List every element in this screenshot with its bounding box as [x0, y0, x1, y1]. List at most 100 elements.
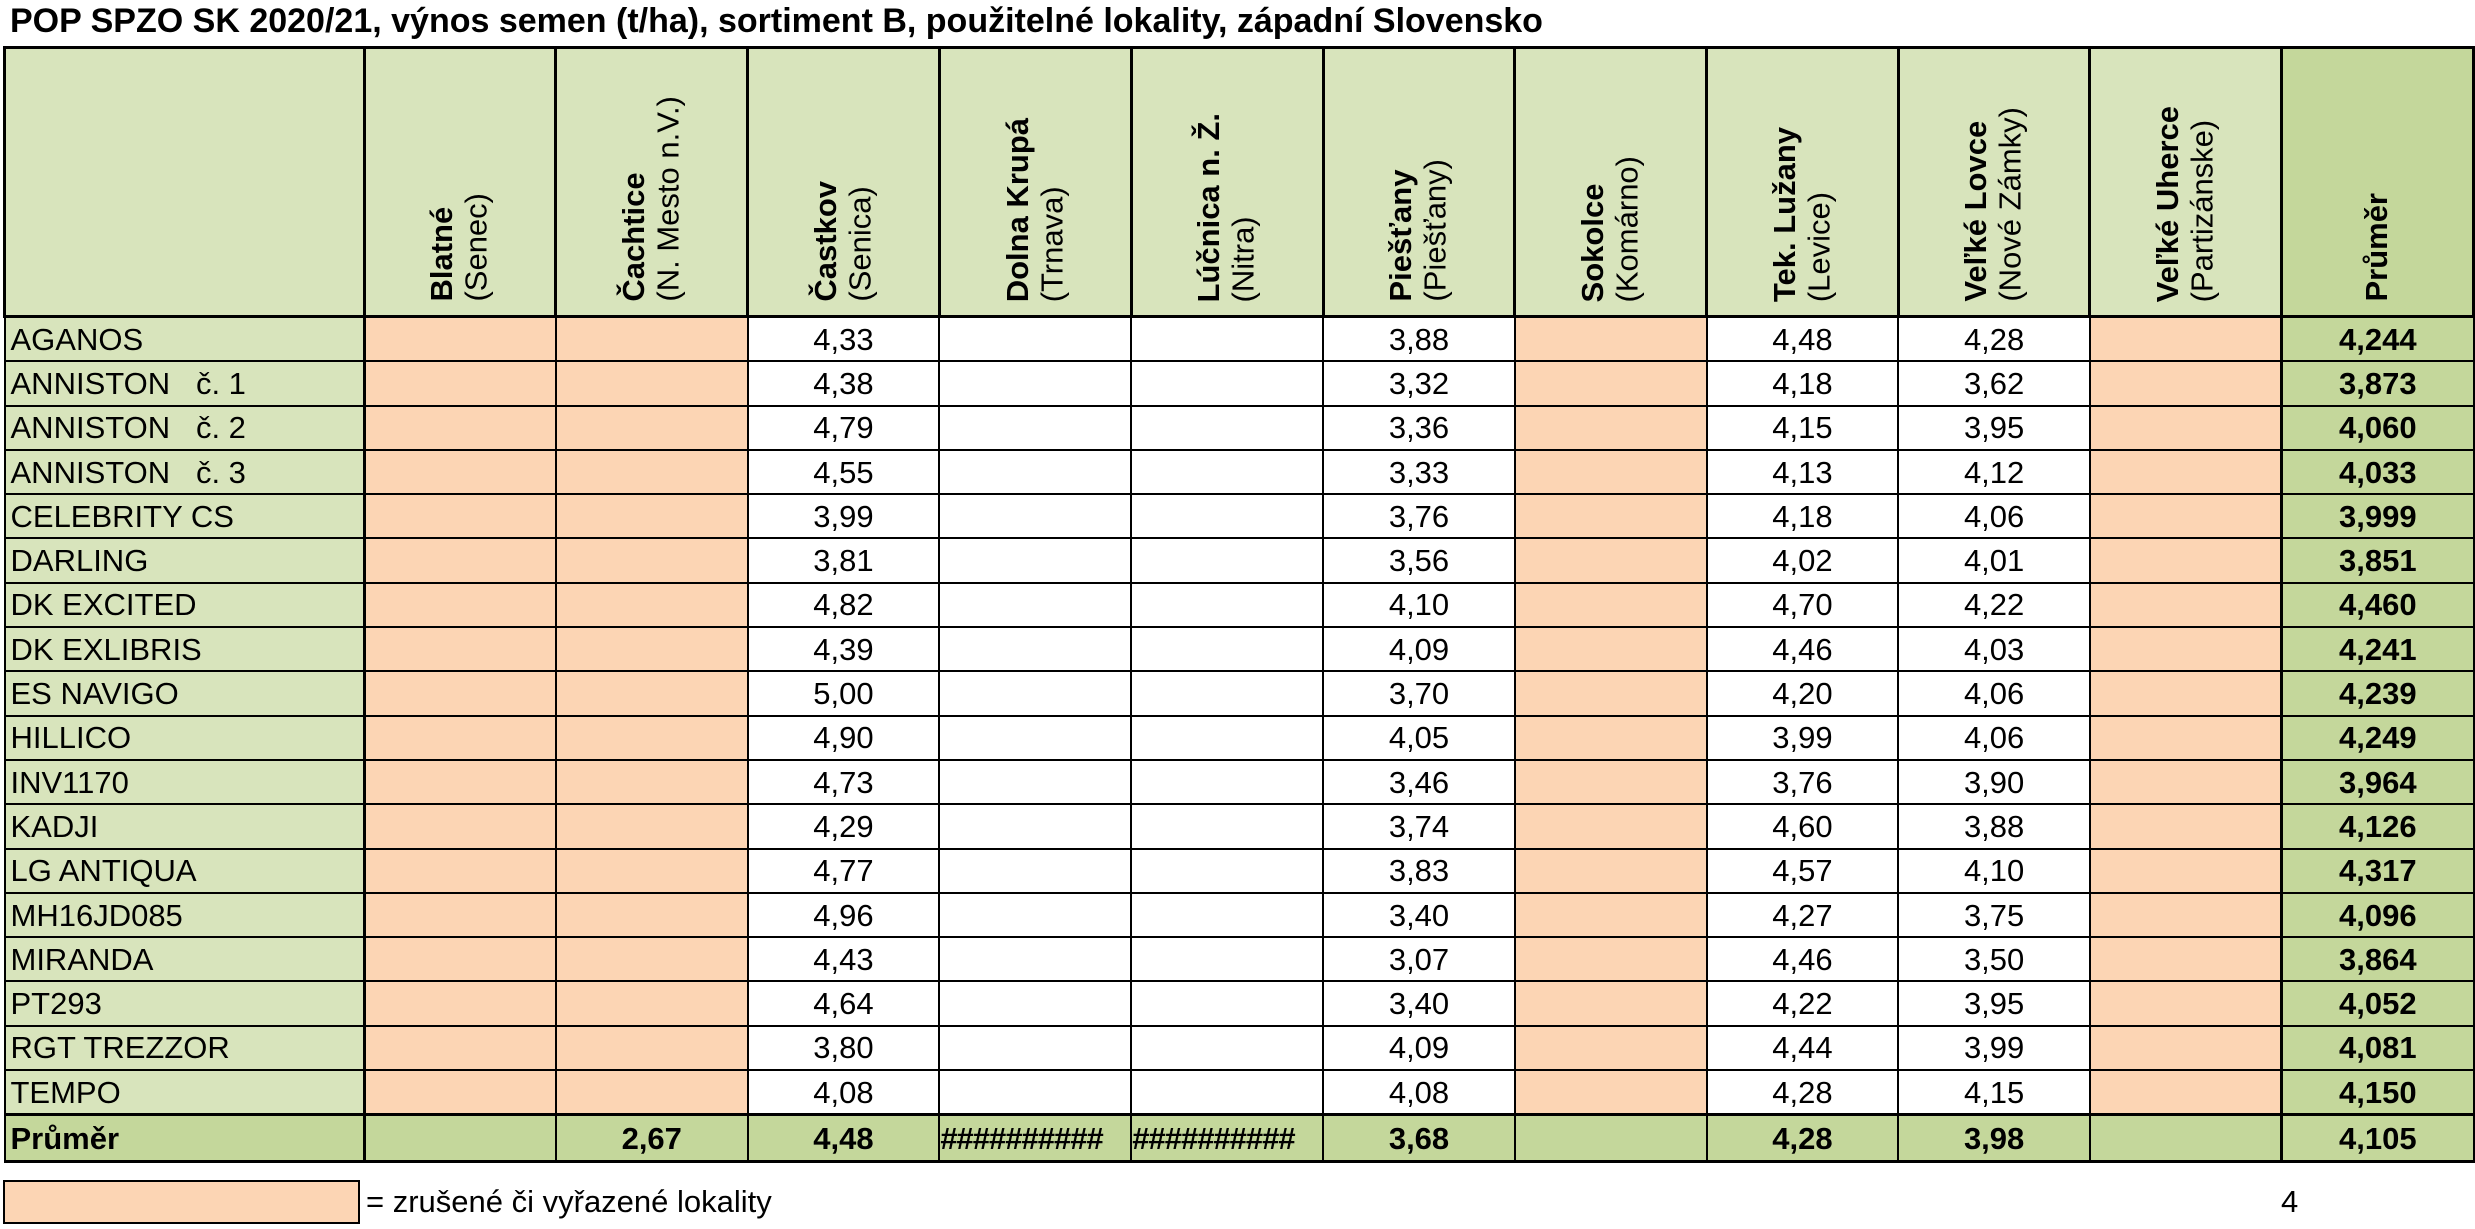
yield-cell: 3,95 [1897, 980, 2091, 1027]
variety-name: AGANOS [3, 315, 366, 363]
yield-cell [938, 537, 1133, 584]
column-header: Tek. Lužany (Levice) [1705, 46, 1900, 318]
column-header: Veľké Uherce (Partizánske) [2088, 46, 2284, 318]
yield-cell: 4,96 [746, 891, 941, 939]
cancelled-cell [554, 404, 749, 451]
yield-cell [1130, 626, 1325, 673]
yield-cell: 4,15 [1705, 404, 1900, 451]
column-header: Sokolce (Komárno) [1513, 46, 1709, 318]
yield-cell [938, 626, 1133, 673]
variety-name: MH16JD085 [3, 891, 366, 939]
column-header-name: Sokolce [1574, 183, 1610, 302]
table-row: TEMPO 4,08 4,08 4,28 4,15 4,150 [3, 1069, 2475, 1116]
cancelled-cell [1513, 847, 1708, 894]
yield-cell: 3,88 [1897, 803, 2091, 850]
cancelled-cell [363, 670, 557, 717]
location-average-cell [2088, 1113, 2283, 1164]
yield-cell [1130, 404, 1325, 451]
yield-cell [938, 360, 1133, 407]
column-header-name: Lúčnica n. Ž. [1191, 112, 1227, 302]
table-row: ANNISTON č. 3 4,55 3,33 4,13 4,12 4,033 [3, 448, 2475, 496]
variety-name: ANNISTON č. 2 [3, 404, 366, 451]
variety-name: LG ANTIQUA [3, 847, 366, 894]
row-average-cell: 4,096 [2280, 891, 2475, 939]
column-header-text: Sokolce (Komárno) [1574, 156, 1645, 302]
column-header-region: (Senica) [842, 186, 878, 302]
yield-cell: 4,90 [746, 714, 941, 761]
cancelled-cell [1513, 891, 1708, 939]
yield-cell: 4,28 [1897, 315, 2091, 363]
variety-name: CELEBRITY CS [3, 493, 366, 540]
cancelled-cell [363, 581, 557, 629]
cancelled-cell [1513, 493, 1708, 540]
cancelled-cell [2088, 448, 2283, 496]
table-row: INV1170 4,73 3,46 3,76 3,90 3,964 [3, 758, 2475, 806]
yield-cell: 4,13 [1705, 448, 1900, 496]
cancelled-cell [1513, 980, 1708, 1027]
row-average-cell: 3,851 [2280, 537, 2475, 584]
column-header-text: Dolna Krupá (Trnava) [999, 117, 1070, 302]
yield-cell: 4,15 [1897, 1069, 2091, 1116]
yield-cell: 4,28 [1705, 1069, 1900, 1116]
yield-cell: 4,06 [1897, 714, 2091, 761]
variety-name: ANNISTON č. 1 [3, 360, 366, 407]
variety-name: RGT TREZZOR [3, 1024, 366, 1072]
column-header-text: Veľké Lovce (Nové Zámky) [1958, 107, 2028, 302]
row-average-cell: 4,317 [2280, 847, 2475, 894]
table-row: MH16JD085 4,96 3,40 4,27 3,75 4,096 [3, 891, 2475, 939]
yield-cell [938, 1069, 1133, 1116]
yield-cell: 4,70 [1705, 581, 1900, 629]
cancelled-cell [363, 803, 557, 850]
yield-cell: 4,06 [1897, 493, 2091, 540]
column-header-region: (Trnava) [1034, 186, 1070, 302]
cancelled-cell [554, 626, 749, 673]
yield-cell: 3,50 [1897, 936, 2091, 983]
average-column-header: Průměr [2280, 46, 2475, 318]
cancelled-cell [1513, 404, 1708, 451]
location-average-cell: 3,68 [1322, 1113, 1516, 1164]
column-header: Piešťany (Piešťany) [1321, 46, 1517, 318]
column-header-name: Veľké Lovce [1958, 121, 1994, 302]
column-header-text: Tek. Lužany (Levice) [1767, 127, 1837, 302]
location-average-cell: ########## [1130, 1113, 1325, 1164]
column-header-name: Piešťany [1383, 169, 1419, 302]
row-average-cell: 4,033 [2280, 448, 2475, 496]
cancelled-cell [2088, 847, 2283, 894]
yield-cell: 3,99 [1705, 714, 1900, 761]
column-header-name: Dolna Krupá [999, 117, 1035, 302]
yield-cell: 3,74 [1322, 803, 1516, 850]
cancelled-cell [2088, 537, 2283, 584]
variety-name: MIRANDA [3, 936, 366, 983]
yield-cell [938, 891, 1133, 939]
cancelled-cell [554, 891, 749, 939]
yield-cell [1130, 936, 1325, 983]
overall-average-cell: 4,105 [2280, 1113, 2475, 1164]
yield-cell: 3,80 [746, 1024, 941, 1072]
yield-cell [1130, 315, 1325, 363]
cancelled-cell [1513, 1024, 1708, 1072]
location-average-cell: 2,67 [554, 1113, 749, 1164]
column-header-text: Čachtice (N. Mesto n.V.) [616, 96, 686, 302]
yield-cell: 4,20 [1705, 670, 1900, 717]
cancelled-cell [363, 626, 557, 673]
cancelled-cell [363, 891, 557, 939]
column-header-name: Čachtice [616, 172, 652, 302]
cancelled-cell [2088, 936, 2283, 983]
row-average-cell: 3,864 [2280, 936, 2475, 983]
yield-cell: 4,64 [746, 980, 941, 1027]
cancelled-cell [2088, 360, 2283, 407]
column-header: Čachtice (N. Mesto n.V.) [554, 46, 750, 318]
yield-cell: 4,02 [1705, 537, 1900, 584]
row-average-cell: 3,964 [2280, 758, 2475, 806]
yield-cell: 4,08 [1322, 1069, 1516, 1116]
yield-cell: 4,10 [1897, 847, 2091, 894]
variety-name: KADJI [3, 803, 366, 850]
yield-cell: 3,88 [1322, 315, 1516, 363]
row-average-cell: 4,244 [2280, 315, 2475, 363]
yield-table: Blatné (Senec) Čachtice (N. Mesto n.V.) Čast… [3, 46, 2475, 1164]
cancelled-cell [1513, 315, 1708, 363]
yield-cell: 3,70 [1322, 670, 1516, 717]
cancelled-cell [363, 980, 557, 1027]
column-header-text: Častkov (Senica) [808, 181, 878, 302]
cancelled-cell [1513, 803, 1708, 850]
